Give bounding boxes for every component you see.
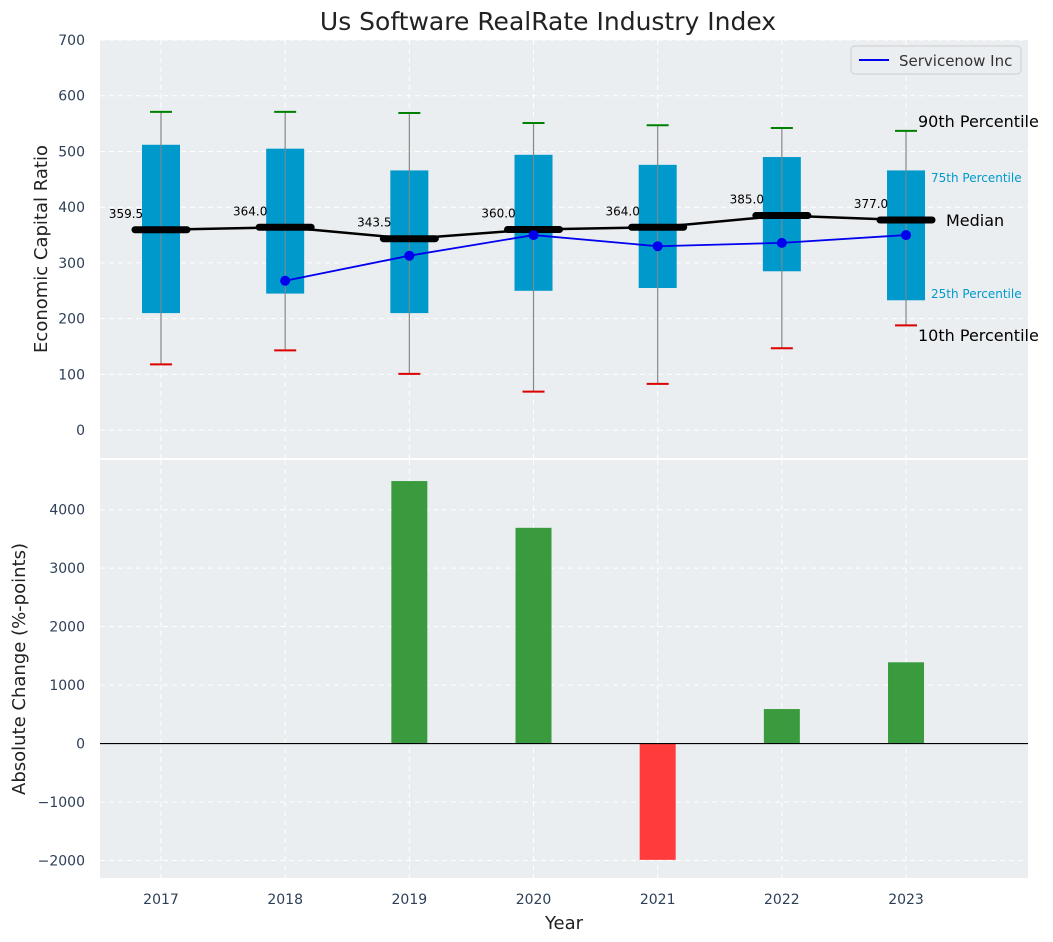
series-point-2023 (901, 230, 912, 241)
top-y-tick-label: 600 (58, 89, 85, 105)
median-label-2018: 364.0 (233, 204, 267, 218)
bottom-y-axis-label: Absolute Change (%-points) (9, 543, 30, 795)
x-tick-label: 2023 (888, 892, 924, 908)
annotation-p75: 75th Percentile (931, 171, 1022, 185)
annotation-p25: 25th Percentile (931, 287, 1022, 301)
series-line-servicenow (284, 234, 907, 282)
x-tick-label: 2018 (267, 892, 303, 908)
x-tick-label: 2017 (143, 892, 179, 908)
annotation-p10: 10th Percentile (918, 326, 1039, 345)
median-label-2020: 360.0 (481, 206, 515, 220)
series-point-2019 (404, 250, 415, 261)
x-tick-label: 2019 (392, 892, 428, 908)
bar-2023 (888, 662, 925, 744)
x-tick-label: 2020 (516, 892, 552, 908)
median-label-2022: 385.0 (730, 193, 764, 207)
median-label-2017: 359.5 (109, 207, 143, 221)
annotation-p90: 90th Percentile (918, 112, 1039, 131)
series-point-2022 (776, 237, 787, 248)
bottom-plot-area (100, 460, 1028, 878)
median-label-2021: 364.0 (606, 204, 640, 218)
chart-title: Us Software RealRate Industry Index (320, 7, 776, 36)
bottom-y-tick-label: 2000 (49, 620, 85, 636)
top-y-tick-label: 200 (58, 312, 85, 328)
top-y-tick-label: 400 (58, 200, 85, 216)
bottom-y-tick-label: 4000 (49, 503, 85, 519)
series-point-2021 (652, 241, 663, 252)
bottom-y-tick-label: −2000 (38, 853, 85, 869)
bar-chart-layer (100, 481, 1028, 860)
bar-2019 (391, 481, 428, 744)
median-label-2019: 343.5 (357, 216, 391, 230)
x-tick-label: 2021 (640, 892, 676, 908)
axes-layer: 0 100 200 300 400 500 600 700 −2000 −1000 0 1000 200… (38, 33, 924, 908)
top-y-tick-label: 0 (76, 423, 85, 439)
top-y-axis-label: Economic Capital Ratio (31, 145, 52, 353)
bar-2021 (639, 743, 676, 860)
legend-label-servicenow: Servicenow Inc (899, 52, 1012, 70)
x-axis-label: Year (544, 913, 584, 934)
legend: Servicenow Inc (850, 45, 1022, 75)
bottom-y-tick-label: 0 (76, 737, 85, 753)
bottom-y-tick-label: 1000 (49, 678, 85, 694)
bottom-y-tick-label: −1000 (38, 795, 85, 811)
bottom-y-tick-label: 3000 (49, 561, 85, 577)
bar-2020 (515, 527, 552, 744)
series-point-2020 (528, 230, 539, 241)
box-plot-layer: 359.5 364.0 343.5 360.0 364.0 385.0 377.0 (109, 110, 936, 393)
bar-2022 (763, 709, 800, 744)
top-y-tick-label: 300 (58, 256, 85, 272)
top-y-tick-label: 100 (58, 367, 85, 383)
top-y-tick-label: 700 (58, 33, 85, 49)
series-point-2018 (280, 275, 291, 286)
top-y-tick-label: 500 (58, 144, 85, 160)
annotation-median: Median (946, 211, 1004, 230)
x-tick-label: 2022 (764, 892, 800, 908)
median-label-2023: 377.0 (854, 197, 888, 211)
legend-box (850, 45, 1022, 75)
top-plot-area (100, 40, 1028, 458)
